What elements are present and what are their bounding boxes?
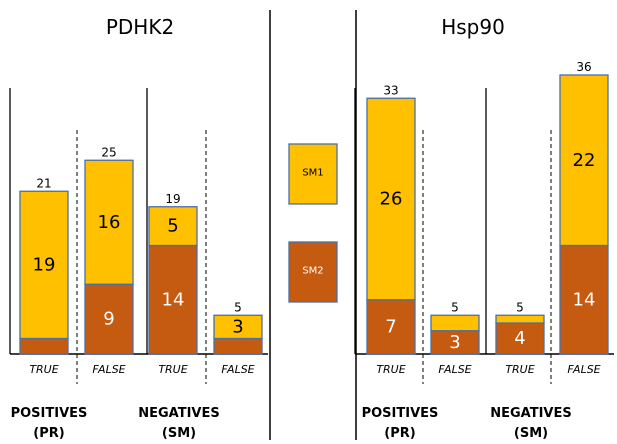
data-label-sm2: 14 [573, 289, 596, 310]
data-label-sm2: 7 [385, 316, 396, 337]
data-label-sm1: 16 [98, 212, 121, 233]
data-label-sm1: 22 [573, 150, 596, 171]
legend-label-sm1: SM1 [302, 168, 323, 179]
total-label: 5 [451, 300, 459, 314]
group-label-line1: NEGATIVES [138, 406, 220, 421]
panel-title: Hsp90 [441, 15, 505, 39]
group-label-line2: (SM) [162, 426, 196, 441]
category-label: TRUE [29, 363, 58, 376]
category-label: TRUE [376, 363, 405, 376]
bar-sm2 [559, 244, 609, 355]
category-label: FALSE [567, 363, 600, 376]
chart-panel-hsp90: Hsp90 7 26 33 TRUE 3 5 FALSE 4 5 TRUE 14 22 36 FALSE PO… [354, 15, 614, 441]
legend-swatch-sm1 [288, 143, 338, 205]
data-label-sm2: 14 [162, 289, 185, 310]
legend: SM1 SM2 [288, 143, 338, 303]
data-label-sm2: 4 [514, 328, 525, 349]
total-label: 21 [36, 176, 51, 190]
category-label: FALSE [92, 363, 125, 376]
bar-sm1 [213, 314, 263, 340]
group-label-line2: (PR) [33, 426, 64, 441]
total-label: 33 [383, 83, 398, 97]
bar-sm1 [366, 97, 416, 301]
bar-sm1 [430, 314, 480, 332]
group-label-line1: NEGATIVES [490, 406, 572, 421]
data-label-sm1: 26 [380, 189, 403, 210]
category-label: FALSE [221, 363, 254, 376]
group-label-line2: (PR) [384, 426, 415, 441]
total-label: 5 [516, 300, 524, 314]
data-label-sm1: 19 [33, 254, 56, 275]
group-label-line2: (SM) [514, 426, 548, 441]
total-label: 5 [234, 300, 242, 314]
total-label: 36 [576, 60, 591, 74]
bar-sm2 [495, 322, 545, 355]
bar-sm1 [495, 314, 545, 324]
bar-sm2 [84, 283, 134, 355]
legend-swatch-sm2 [288, 241, 338, 303]
bar-sm1 [84, 159, 134, 285]
bar-sm2 [19, 337, 69, 355]
data-label-sm2: 3 [449, 332, 460, 353]
total-label: 19 [165, 192, 180, 206]
chart-panel-pdhk2: PDHK2 19 21 TRUE 9 16 25 FALSE 14 5 19 TRUE 3 5 FALSE P… [9, 15, 268, 441]
group-label-line1: POSITIVES [362, 406, 439, 421]
data-label-sm1: 5 [167, 216, 178, 237]
bar-sm2 [366, 299, 416, 355]
total-label: 25 [101, 145, 116, 159]
category-label: TRUE [505, 363, 534, 376]
legend-label-sm2: SM2 [302, 266, 323, 277]
bar-sm1 [19, 190, 69, 340]
data-label-sm2: 9 [103, 309, 114, 330]
group-label-line1: POSITIVES [11, 406, 88, 421]
bar-sm1 [148, 206, 198, 247]
panel-title: PDHK2 [106, 15, 174, 39]
category-label: FALSE [438, 363, 471, 376]
category-label: TRUE [158, 363, 187, 376]
data-label-sm1: 3 [232, 316, 243, 337]
bar-sm1 [559, 74, 609, 247]
bar-sm2 [213, 337, 263, 355]
